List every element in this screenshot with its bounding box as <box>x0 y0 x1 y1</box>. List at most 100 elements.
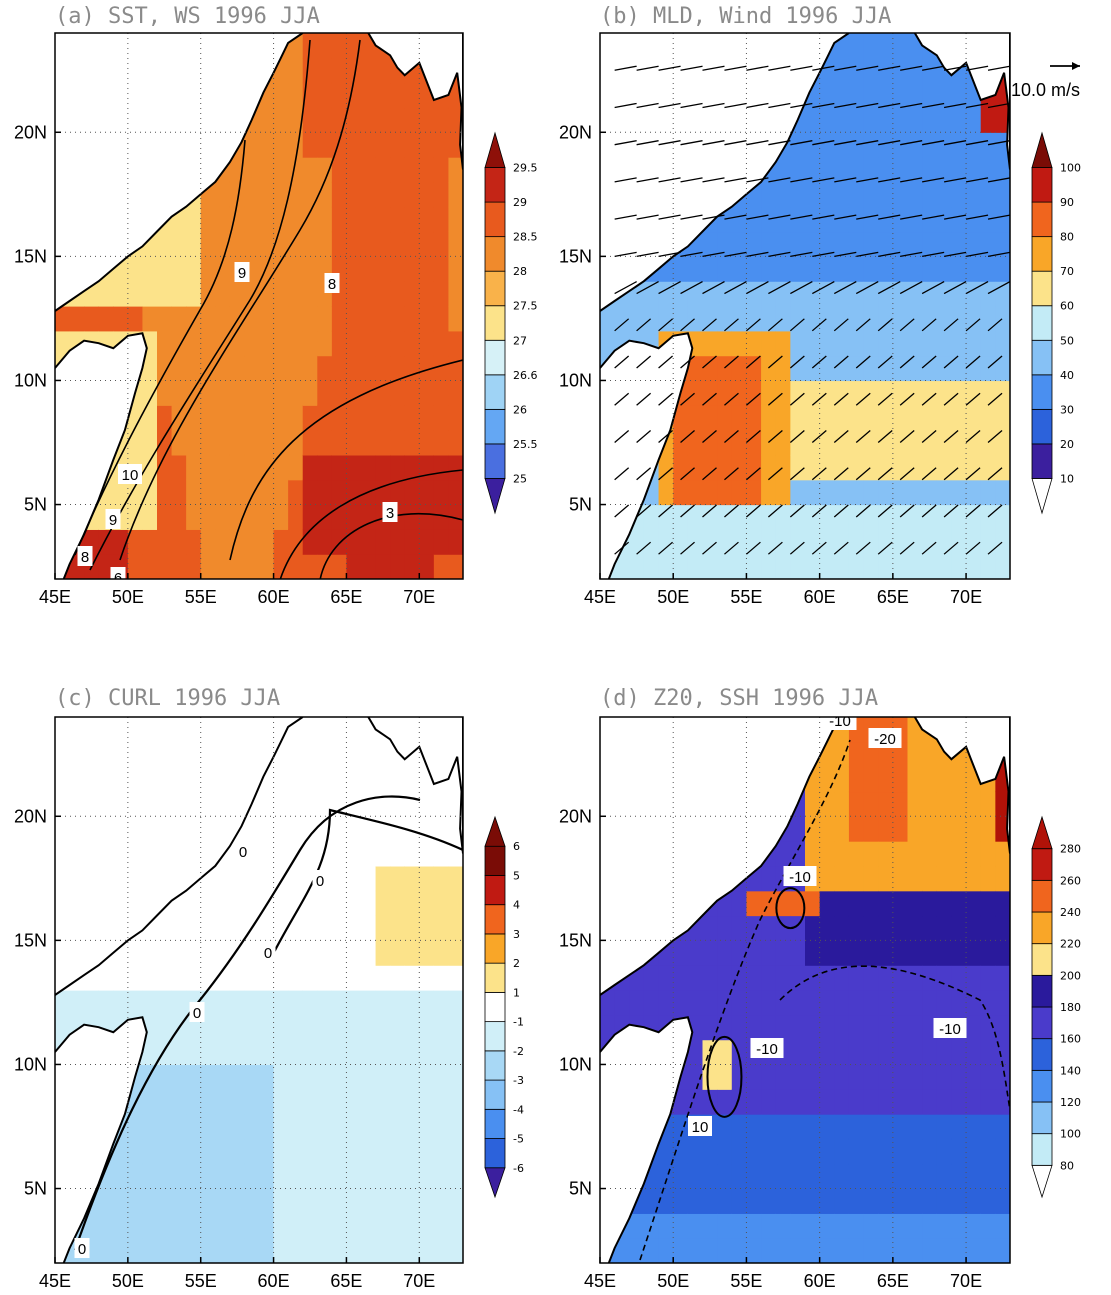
colorbar-label: -6 <box>513 1162 524 1175</box>
colorbar-label: -1 <box>513 1016 524 1029</box>
colorbar-label: 180 <box>1060 1001 1081 1014</box>
colorbar-segment <box>1031 270 1053 307</box>
colorbar-segment <box>1031 943 1053 976</box>
wind-speed-contour <box>229 359 463 561</box>
y-tick-label: 10N <box>559 370 592 390</box>
colorbar-label: 2 <box>513 957 520 970</box>
y-tick-label: 15N <box>14 246 47 266</box>
colorbar-segment <box>1031 1101 1053 1135</box>
contour-label: 0 <box>239 844 247 861</box>
colorbar-segment <box>484 1108 506 1139</box>
y-tick-label: 5N <box>569 495 592 515</box>
y-tick-label: 20N <box>14 122 47 142</box>
colorbar-label: 3 <box>513 928 520 941</box>
contour-label: -10 <box>939 1021 961 1038</box>
colorbar-label: 29.5 <box>513 162 538 175</box>
y-tick-label: 5N <box>24 1179 47 1199</box>
colorbar-segment <box>484 1138 506 1169</box>
contour-label: 0 <box>78 1241 86 1258</box>
contour-label: 10 <box>692 1119 709 1136</box>
land-arabia <box>600 33 849 311</box>
colorbar-segment <box>1031 339 1053 376</box>
contour-label: 10 <box>122 467 139 484</box>
colorbar-segment <box>1031 879 1053 913</box>
x-tick-label: 70E <box>403 1271 435 1291</box>
x-tick-label: 45E <box>584 587 616 607</box>
x-tick-label: 50E <box>657 587 689 607</box>
colorbar-label: 1 <box>513 986 520 999</box>
x-tick-label: 60E <box>804 587 836 607</box>
colorbar-segment <box>1031 236 1053 272</box>
y-tick-label: 20N <box>559 122 592 142</box>
colorbar-label: 90 <box>1060 196 1074 209</box>
colorbar-segment <box>1031 443 1053 479</box>
panel-b-title: (b) MLD, Wind 1996 JJA <box>600 4 892 29</box>
x-tick-label: 60E <box>258 1271 290 1291</box>
contour-label: 8 <box>328 276 336 293</box>
colorbar-label: 26.6 <box>513 369 538 382</box>
colorbar-label: 80 <box>1060 231 1074 244</box>
x-tick-label: 50E <box>112 587 144 607</box>
vector-reference-label: 10.0 m/s <box>1011 80 1080 100</box>
colorbar-segment <box>484 1079 506 1110</box>
contour-label: -10 <box>829 713 851 730</box>
colorbar-label: 30 <box>1060 403 1074 416</box>
y-tick-label: 10N <box>559 1054 592 1074</box>
colorbar-label: 40 <box>1060 369 1074 382</box>
land-india <box>368 717 463 854</box>
colorbar-segment <box>484 374 506 410</box>
colorbar-label: 200 <box>1060 969 1081 982</box>
land-india <box>914 717 1010 854</box>
x-tick-label: 65E <box>330 1271 362 1291</box>
land-arabia <box>55 717 303 995</box>
ssh-contour <box>639 739 851 1261</box>
colorbar-label: 280 <box>1060 843 1081 856</box>
colorbar-segment <box>1031 848 1053 881</box>
contour-label: 6 <box>114 570 122 587</box>
colorbar-segment <box>484 933 506 964</box>
y-tick-label: 15N <box>14 930 47 950</box>
y-tick-label: 20N <box>559 806 592 826</box>
colorbar-label: 140 <box>1060 1064 1081 1077</box>
panel-a-title: (a) SST, WS 1996 JJA <box>55 4 320 29</box>
colorbar-label: 50 <box>1060 334 1074 347</box>
x-tick-label: 70E <box>950 587 982 607</box>
x-tick-label: 70E <box>950 1271 982 1291</box>
x-tick-label: 55E <box>185 1271 217 1291</box>
colorbar-segment <box>1031 911 1053 945</box>
x-tick-label: 55E <box>185 587 217 607</box>
y-tick-label: 15N <box>559 246 592 266</box>
panel-d-title: (d) Z20, SSH 1996 JJA <box>600 686 879 711</box>
colorbar-segment <box>1031 1069 1053 1103</box>
colorbar-label: 100 <box>1060 1128 1081 1141</box>
contour-label: 8 <box>81 549 89 566</box>
colorbar-label: 260 <box>1060 874 1081 887</box>
colorbar-label: 220 <box>1060 938 1081 951</box>
land-africa <box>55 1017 147 1263</box>
colorbar-label: 100 <box>1060 162 1081 175</box>
colorbar-label: -2 <box>513 1045 524 1058</box>
contour-label: 0 <box>193 1005 201 1022</box>
x-tick-label: 65E <box>877 1271 909 1291</box>
colorbar-segment <box>484 131 506 168</box>
colorbar-segment <box>1031 201 1053 238</box>
contour-label: -20 <box>874 731 896 748</box>
zero-curl-contour <box>73 795 421 1251</box>
colorbar-segment <box>1031 974 1053 1008</box>
colorbar-label: 10 <box>1060 472 1074 485</box>
x-tick-label: 60E <box>258 587 290 607</box>
panel-a: 9 8 10 9 8 3 6 45E 50E 55E 60E 65E 70E 20N 15N 10N 5N 25 2… <box>14 32 538 607</box>
colorbar-segment <box>1031 374 1053 410</box>
x-tick-label: 45E <box>39 587 71 607</box>
colorbar-segment <box>484 1167 506 1199</box>
contour-label: 3 <box>386 505 394 522</box>
colorbar-segment <box>484 236 506 272</box>
x-tick-label: 50E <box>657 1271 689 1291</box>
colorbar-segment <box>484 443 506 479</box>
colorbar-segment <box>484 339 506 376</box>
colorbar-segment <box>484 478 506 515</box>
colorbar-label: 4 <box>513 899 520 912</box>
colorbar-segment <box>484 1050 506 1081</box>
colorbar-segment <box>484 991 506 1023</box>
x-tick-label: 65E <box>877 587 909 607</box>
